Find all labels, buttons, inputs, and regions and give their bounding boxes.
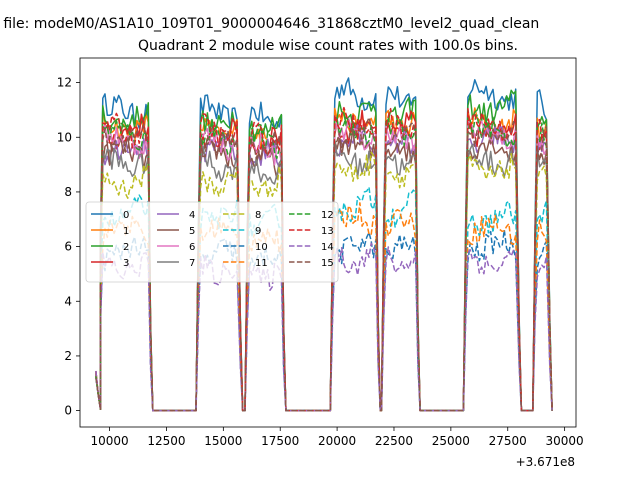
chart-title: Quadrant 2 module wise count rates with … [138, 38, 518, 54]
legend-label-10: 10 [255, 242, 268, 253]
legend-label-7: 7 [189, 258, 195, 269]
x-tick-label-3: 17500 [261, 434, 299, 448]
x-tick-label-1: 12500 [147, 434, 185, 448]
legend-label-14: 14 [321, 242, 334, 253]
y-tick-label-3: 6 [64, 240, 72, 254]
y-tick-label-0: 0 [64, 404, 72, 418]
y-tick-label-5: 10 [57, 130, 72, 144]
legend-label-8: 8 [255, 210, 261, 221]
legend-label-5: 5 [189, 226, 195, 237]
legend-label-12: 12 [321, 210, 334, 221]
legend-label-9: 9 [255, 226, 261, 237]
plot-area: 10000 12500 15000 17500 20000 22500 25000 27500… [57, 57, 584, 448]
legend-label-4: 4 [189, 210, 195, 221]
legend-label-15: 15 [321, 258, 334, 269]
legend-label-3: 3 [123, 258, 129, 269]
legend-label-0: 0 [123, 210, 129, 221]
x-tick-label-4: 20000 [318, 434, 356, 448]
y-tick-label-4: 8 [64, 185, 72, 199]
x-tick-label-5: 22500 [375, 434, 413, 448]
legend-label-13: 13 [321, 226, 334, 237]
x-offset-label: +3.671e8 [516, 455, 575, 469]
x-tick-label-2: 15000 [204, 434, 242, 448]
axes-frame [79, 57, 577, 428]
legend-label-2: 2 [123, 242, 129, 253]
y-tick-label-1: 2 [64, 349, 72, 363]
legend-label-6: 6 [189, 242, 195, 253]
legend-box [85, 201, 339, 283]
x-tick-label-7: 27500 [489, 434, 527, 448]
x-tick-label-8: 30000 [546, 434, 584, 448]
series-line-8 [95, 151, 553, 412]
series-line-6 [95, 117, 553, 412]
legend-label-1: 1 [123, 226, 129, 237]
x-tick-label-6: 25000 [432, 434, 470, 448]
series-line-2 [95, 89, 553, 412]
y-tick-label-2: 4 [64, 294, 72, 308]
legend-label-11: 11 [255, 258, 268, 269]
figure-suptitle: n file: modeM0/AS1A10_109T01_9000004646_… [0, 16, 539, 32]
series-line-15 [95, 116, 553, 412]
y-tick-label-6: 12 [57, 76, 72, 90]
series-line-13 [95, 106, 553, 412]
series-line-0 [95, 77, 553, 412]
series-line-7 [95, 139, 553, 412]
x-tick-label-0: 10000 [90, 434, 128, 448]
